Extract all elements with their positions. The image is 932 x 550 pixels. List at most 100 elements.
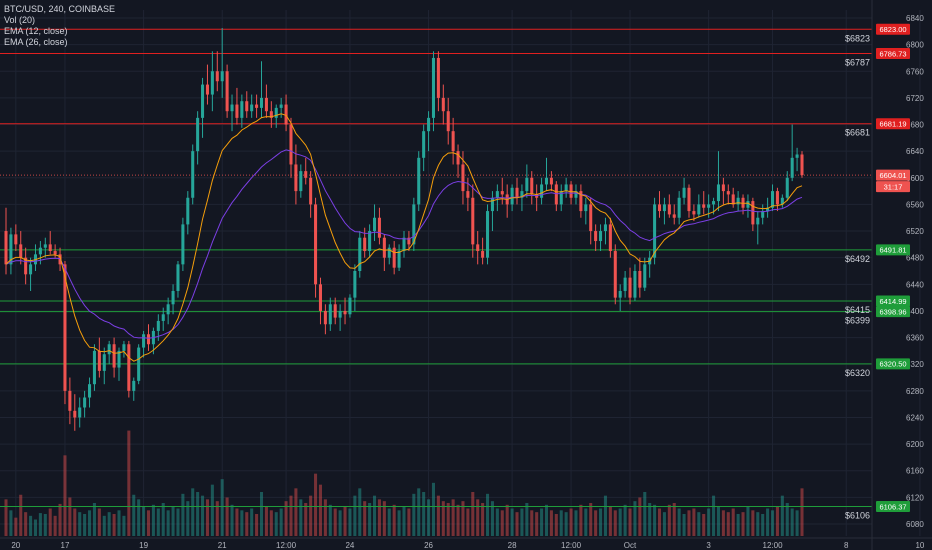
volume-bar [191,488,195,536]
volume-bar [643,492,647,536]
candle-body [716,184,720,202]
candle-body [171,290,175,305]
volume-indicator-label[interactable]: Vol (20) [4,15,36,25]
candle-body [756,217,760,225]
candle-body [775,191,779,205]
y-tick-label: 6800 [906,41,924,50]
volume-bar [323,499,327,536]
candle-body [14,234,18,245]
y-tick-label: 6600 [906,174,924,183]
volume-bar [279,508,283,536]
volume-bar [505,504,509,536]
volume-bar [161,503,165,536]
volume-bar [716,506,720,536]
ema-slow-label[interactable]: EMA (26, close) [4,37,68,47]
candle-body [255,104,259,108]
candle-body [628,277,632,298]
volume-bar [466,508,470,536]
level-label: $6320 [845,368,870,378]
volume-bar [220,479,224,536]
volume-bar [368,503,372,536]
time-axis[interactable]: 20 17 19 21 12:00 24 26 28 12:00 Oct 3 12:00 8 10 [0,537,932,550]
symbol-title[interactable]: BTC/USD, 240, COINBASE [4,4,116,14]
candle-body [191,151,195,198]
candle-body [348,297,352,315]
x-tick-label: 19 [139,541,148,550]
volume-bar [702,514,706,536]
candle-body [471,197,475,245]
candle-body [544,177,549,185]
candle-body [372,217,377,232]
volume-bar [397,510,401,536]
volume-bar [78,512,82,536]
volume-bar [427,499,431,536]
candle-body [259,97,264,108]
volume-bar [29,515,33,536]
volume-bar [299,499,303,536]
volume-bar [88,510,92,536]
candle-body [299,171,303,192]
candle-body [88,384,92,398]
candle-body [427,117,431,132]
y-tick-label: 6520 [906,227,924,236]
volume-bar [667,504,671,536]
candle-body [785,177,789,198]
volume-bar [525,503,529,536]
x-tick-label: 17 [61,541,70,550]
candle-body [800,154,804,176]
volume-bar [486,493,490,536]
candle-body [142,334,146,348]
volume-bar [613,510,617,536]
volume-bar [461,501,465,536]
countdown-tag-bg [876,181,910,193]
volume-bar [657,508,662,536]
volume-bar [564,512,568,536]
candle-body [554,184,558,205]
candle-body [761,211,765,218]
volume-bar [436,495,440,536]
candle-body [618,290,622,298]
volume-bar [230,504,234,536]
volume-bar [43,514,47,536]
volume-bar [151,504,155,536]
candle-body [387,247,391,258]
volume-bar [692,508,696,536]
volume-bar [638,497,642,536]
volume-bar [122,515,126,536]
candle-body [540,184,544,198]
candle-body [220,71,224,82]
support-tag: 6320.50 [879,360,906,369]
candle-body [731,194,735,205]
volume-bar [343,506,347,536]
volume-bar [166,510,170,536]
volume-bar [24,512,28,536]
ema-fast-label[interactable]: EMA (12, close) [4,26,68,36]
candle-body [741,197,745,208]
resistance-tag-bg [876,23,910,35]
y-tick-label: 6480 [906,254,924,263]
candle-body [721,184,725,192]
countdown-tag: 31:17 [884,183,903,192]
candle-body [382,237,386,258]
candle-body [314,204,318,285]
volume-bar [554,514,558,536]
volume-bar [540,508,544,536]
volume-bar [775,506,779,536]
volume-bar [377,499,381,536]
candle-body [274,107,278,118]
volume-bar [73,508,77,536]
candle-body [137,347,141,381]
candle-body [97,350,101,371]
volume-bar [363,501,367,536]
volume-bar [431,482,436,536]
volume-bar [412,493,416,536]
volume-bar [68,497,72,536]
volume-bar [382,501,386,536]
volume-bar [53,515,57,536]
x-tick-label: 24 [345,541,354,550]
price-axis[interactable]: 6080 6120 6160 6200 6240 6280 6320 6360 6400 6440… [871,0,924,550]
x-tick-label: 12:00 [561,541,582,550]
volume-bar [171,506,175,536]
volume-bar [407,508,411,536]
